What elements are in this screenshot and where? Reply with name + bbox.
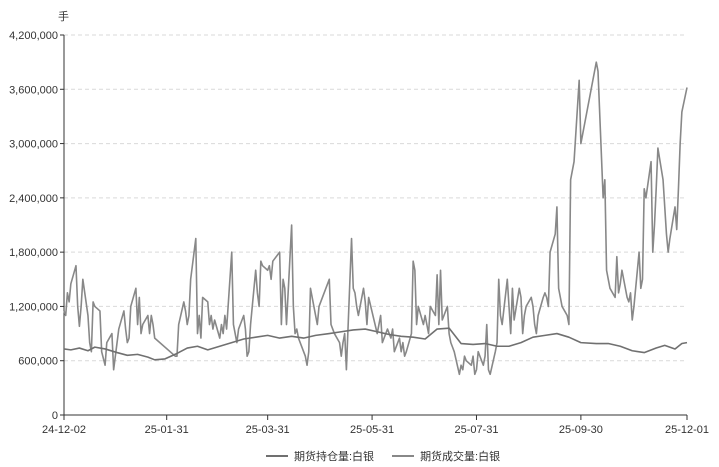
y-tick-label: 3,000,000: [9, 139, 58, 151]
y-tick-label: 1,800,000: [9, 247, 58, 259]
y-tick-label: 3,600,000: [9, 84, 58, 96]
y-tick-label: 4,200,000: [9, 30, 58, 42]
series-line-volume: [63, 61, 688, 376]
legend-swatch-open-interest: [266, 455, 288, 457]
legend-item-open-interest: 期货持仓量:白银: [266, 448, 374, 464]
legend-swatch-volume: [392, 455, 415, 457]
x-tick-label: 25-05-31: [350, 424, 394, 436]
y-tick-label: 2,400,000: [9, 193, 58, 205]
legend-label-open-interest: 期货持仓量:白银: [294, 451, 375, 463]
x-tick-label: 25-03-31: [246, 424, 290, 436]
x-tick-label: 25-09-30: [559, 424, 603, 436]
x-tick-label: 24-12-02: [42, 424, 86, 436]
y-unit-label: 手: [58, 9, 69, 23]
axes: [63, 35, 687, 416]
legend-label-volume: 期货成交量:白银: [420, 451, 501, 463]
x-tick-label: 25-01-31: [145, 424, 189, 436]
legend-item-volume: 期货成交量:白银: [392, 448, 500, 464]
y-tick-label: 600,000: [18, 356, 58, 368]
y-tick-label: 0: [52, 410, 58, 422]
x-axis-ticks: 24-12-02 25-01-31 25-03-31 25-05-31 25-07-31…: [42, 415, 709, 436]
x-tick-label: 25-07-31: [454, 424, 498, 436]
legend: 期货持仓量:白银 期货成交量:白银: [266, 448, 500, 464]
series-line-open-interest: [63, 327, 688, 361]
series-group: [63, 61, 688, 376]
y-axis-ticks: 0 600,000 1,200,000 1,800,000 2,400,000 3,000…: [9, 30, 64, 422]
grid-lines: [64, 34, 687, 362]
y-tick-label: 1,200,000: [9, 301, 58, 313]
x-tick-label: 25-12-01: [665, 424, 709, 436]
